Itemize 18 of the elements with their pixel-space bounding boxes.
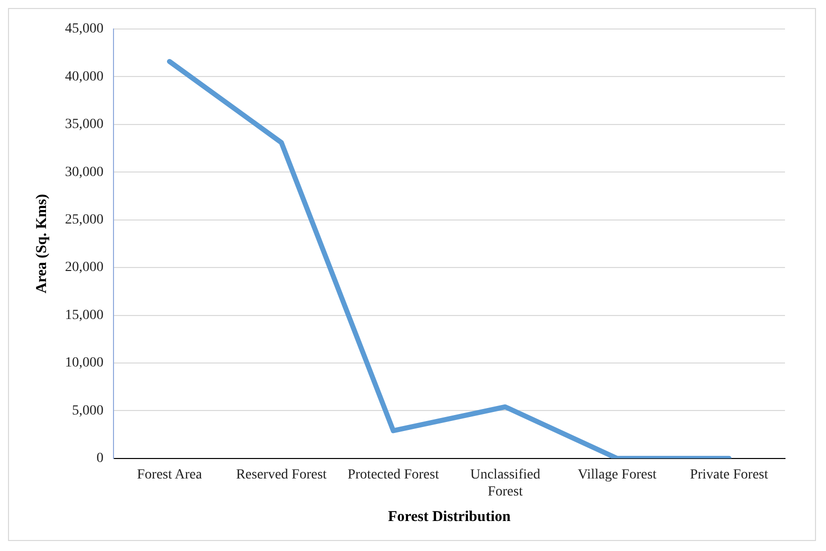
x-tick-label: Reserved Forest [236, 467, 327, 482]
y-tick-label: 5,000 [72, 403, 104, 418]
x-tick-label: Protected Forest [348, 467, 440, 482]
x-tick-label: Village Forest [578, 467, 657, 482]
y-tick-label: 35,000 [65, 117, 104, 132]
x-tick-label: Private Forest [690, 467, 768, 482]
y-tick-label: 45,000 [65, 22, 104, 37]
x-tick-label: Unclassified Forest [470, 467, 540, 500]
y-tick-label: 20,000 [65, 260, 104, 276]
x-axis-title: Forest Distribution [388, 508, 512, 525]
x-tick-label: Forest Area [136, 467, 203, 482]
y-tick-label: 25,000 [65, 212, 104, 228]
y-tick-label: 15,000 [65, 308, 104, 323]
y-tick-label: 40,000 [65, 69, 104, 84]
y-axis-title: Area (Sq. Kms) [34, 194, 50, 294]
y-tick-label: 30,000 [65, 164, 104, 180]
y-tick-label: 10,000 [65, 356, 104, 371]
y-tick-label: 0 [96, 451, 104, 466]
